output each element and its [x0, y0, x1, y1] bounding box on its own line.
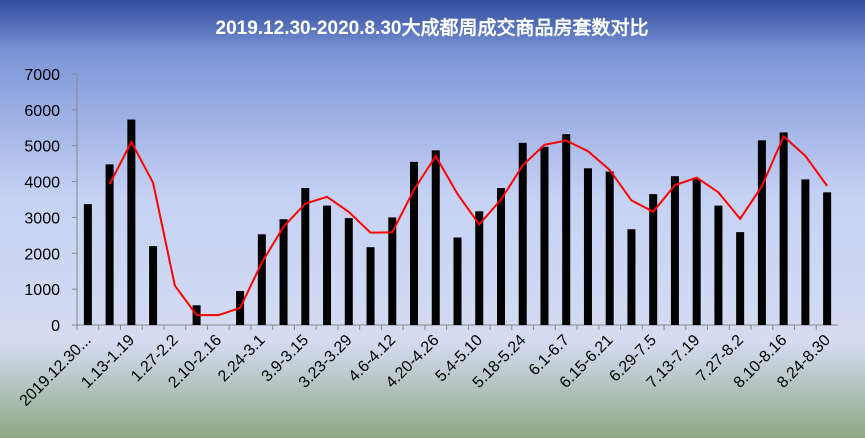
bar: [496, 188, 505, 325]
bar: [540, 146, 549, 325]
bar: [105, 164, 114, 325]
bar: [562, 134, 571, 325]
bar: [127, 119, 136, 325]
bar: [344, 218, 353, 325]
bar: [736, 232, 745, 325]
bar: [453, 237, 462, 325]
y-tick-label: 1000: [24, 282, 60, 299]
bar: [388, 217, 397, 325]
bar: [257, 234, 266, 325]
bar: [410, 161, 419, 325]
bar: [670, 176, 679, 325]
y-tick-label: 2000: [24, 246, 60, 263]
bar: [823, 192, 832, 325]
y-tick-label: 0: [51, 318, 60, 335]
y-tick-label: 4000: [24, 175, 60, 192]
line: [108, 134, 828, 317]
bar: [279, 219, 288, 325]
y-tick-label: 7000: [24, 67, 60, 84]
bar: [801, 179, 810, 325]
bar: [627, 229, 636, 325]
bar: [779, 132, 788, 325]
bar: [518, 142, 527, 325]
bar: [757, 140, 766, 325]
bar: [323, 205, 332, 325]
y-tick-label: 6000: [24, 103, 60, 120]
y-tick-label: 3000: [24, 210, 60, 227]
y-tick-label: 5000: [24, 139, 60, 156]
bar: [149, 246, 158, 325]
bar: [605, 171, 614, 325]
bar: [649, 194, 658, 325]
bar: [431, 150, 440, 325]
bar: [83, 204, 92, 325]
bar: [714, 205, 723, 325]
bar: [475, 211, 484, 325]
bar: [583, 168, 592, 325]
bar: [366, 247, 375, 325]
bar: [301, 188, 310, 325]
bar: [692, 179, 701, 325]
chart-title: 2019.12.30-2020.8.30大成都周成交商品房套数对比: [216, 16, 649, 39]
